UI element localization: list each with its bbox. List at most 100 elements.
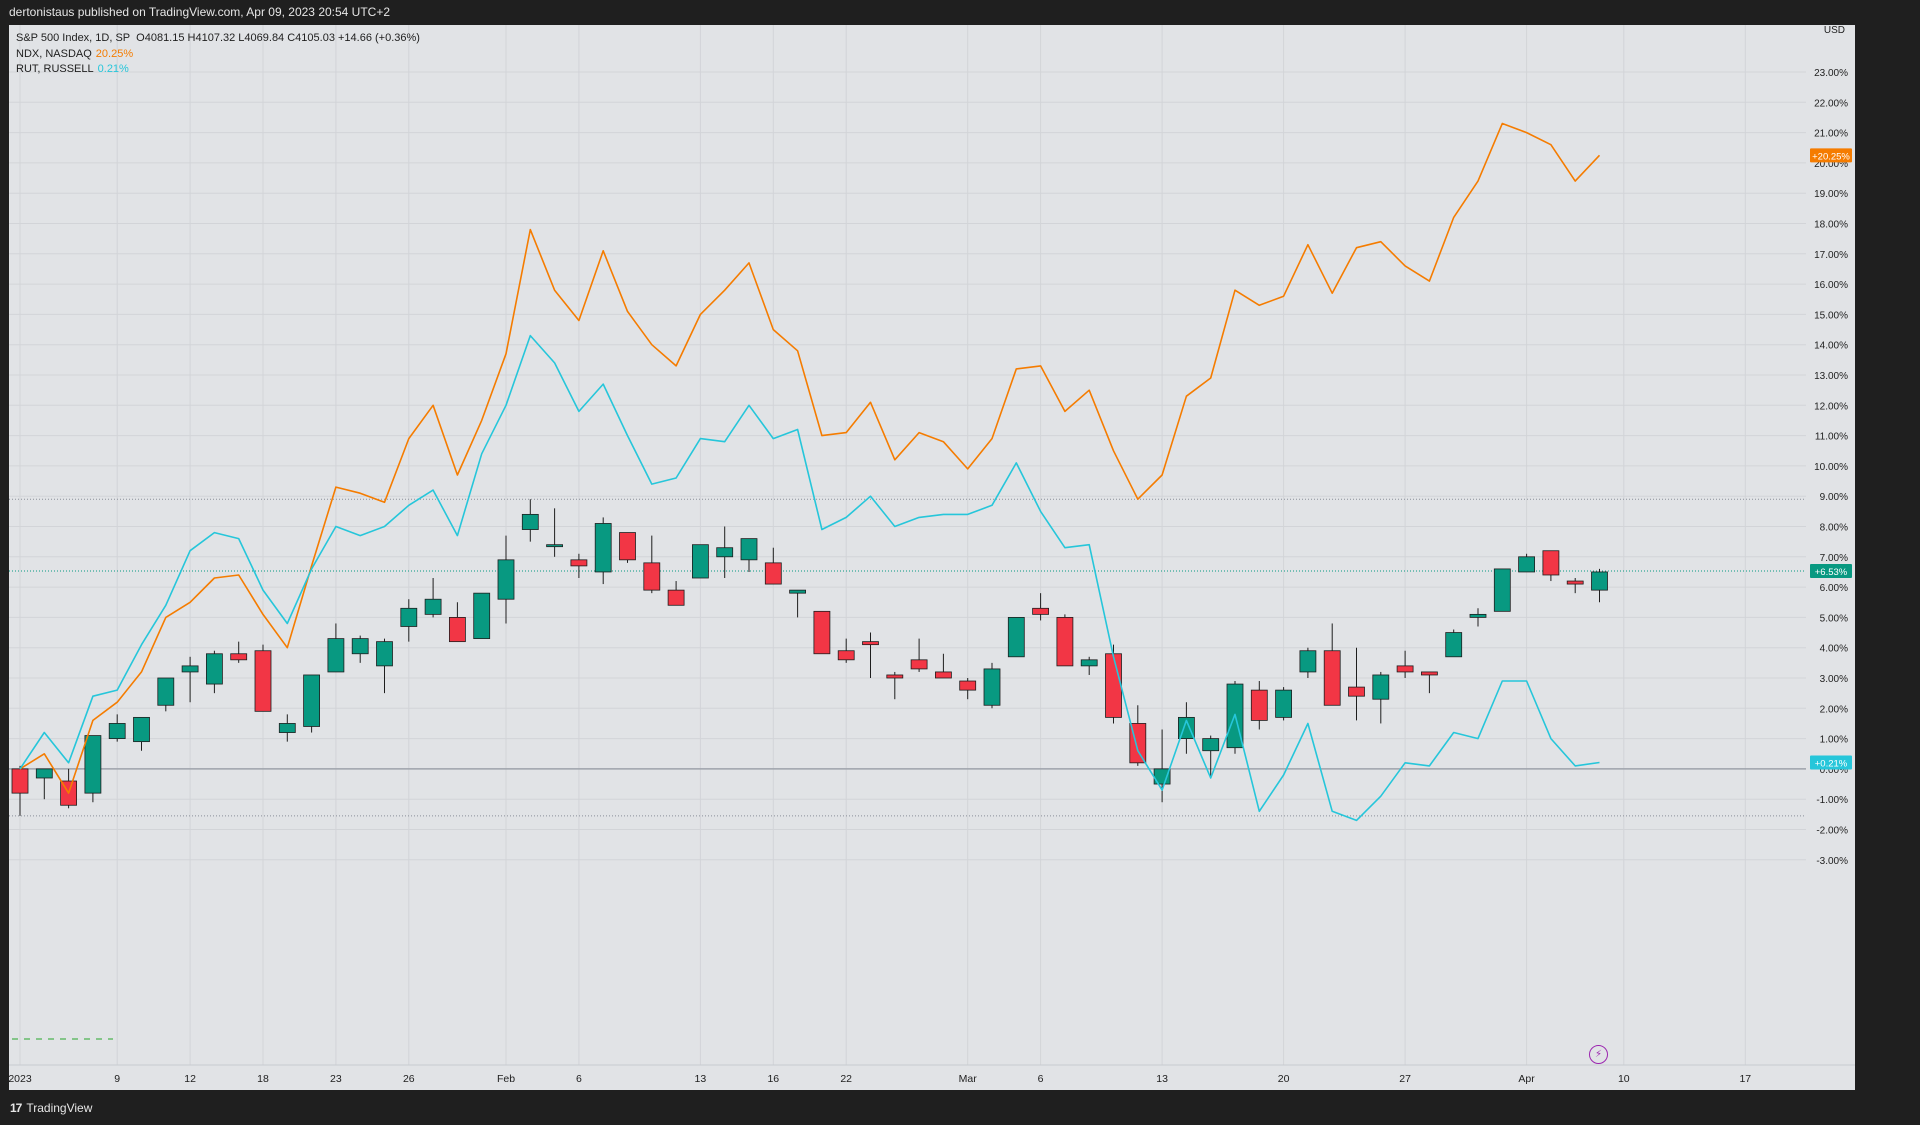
publisher-text: dertonistaus published on TradingView.co… — [9, 5, 391, 19]
candle[interactable] — [1493, 568, 1511, 612]
candle[interactable] — [594, 523, 612, 573]
last-price-label: +0.21% — [1815, 759, 1848, 770]
candle[interactable] — [740, 538, 758, 561]
x-tick-label: 23 — [330, 1073, 342, 1085]
candle[interactable] — [303, 674, 321, 727]
y-tick-label: 22.00% — [1814, 98, 1848, 109]
candle[interactable] — [983, 668, 1001, 706]
y-tick-label: 13.00% — [1814, 371, 1848, 382]
footer-brand: TradingView — [26, 1101, 93, 1115]
chart-area[interactable]: USD 23.00% 22.00% 21.00% 20.00% 19.00% 18.00% 1… — [9, 25, 1855, 1090]
candle[interactable] — [473, 592, 491, 640]
candle[interactable] — [1007, 617, 1025, 658]
rut-series-line[interactable] — [19, 334, 1600, 822]
candle[interactable] — [910, 659, 928, 670]
candle[interactable] — [157, 677, 175, 706]
legend-main-title: S&P 500 Index, 1D, SP — [16, 32, 131, 44]
candle[interactable] — [1299, 650, 1317, 673]
candle[interactable] — [1080, 659, 1098, 667]
candle[interactable] — [643, 562, 661, 591]
candle[interactable] — [1469, 613, 1487, 618]
candle[interactable] — [1591, 571, 1608, 591]
candle[interactable] — [376, 641, 393, 667]
candle[interactable] — [230, 653, 248, 661]
candle[interactable] — [716, 547, 734, 558]
candle[interactable] — [84, 735, 102, 794]
candle[interactable] — [1421, 671, 1438, 676]
y-tick-label: 16.00% — [1814, 280, 1848, 291]
y-tick-label: 18.00% — [1814, 220, 1848, 231]
candle[interactable] — [448, 617, 466, 643]
candle[interactable] — [764, 562, 782, 585]
price-axis[interactable] — [1806, 25, 1855, 1066]
candle[interactable] — [813, 610, 831, 655]
candle[interactable] — [789, 589, 806, 594]
candle[interactable] — [254, 650, 272, 712]
candle[interactable] — [11, 768, 29, 794]
legend-main-row[interactable]: S&P 500 Index, 1D, SP O4081.15 H4107.32 L… — [16, 31, 420, 47]
legend-ohlc: O4081.15 H4107.32 L4069.84 C4105.03 +14.… — [136, 32, 420, 44]
candle[interactable] — [497, 559, 515, 600]
tradingview-logo[interactable]: 17 TradingView — [10, 1101, 92, 1115]
x-tick-label: 2023 — [9, 1073, 32, 1085]
candle[interactable] — [1250, 689, 1268, 721]
candle[interactable] — [1348, 686, 1365, 697]
legend-rut-label: RUT, RUSSELL — [16, 63, 94, 75]
candle[interactable] — [521, 513, 539, 530]
candle[interactable] — [1202, 738, 1220, 752]
last-price-badge — [1810, 755, 1852, 770]
candle[interactable] — [837, 650, 855, 661]
candle[interactable] — [1566, 580, 1584, 585]
footer-bar: 17 TradingView — [0, 1090, 1920, 1125]
candle[interactable] — [1105, 653, 1122, 718]
candle[interactable] — [424, 598, 442, 615]
candle[interactable] — [1275, 689, 1292, 718]
x-tick-label: 13 — [1156, 1073, 1168, 1085]
candle[interactable] — [1542, 550, 1560, 576]
candle[interactable] — [351, 638, 369, 655]
legend-rut-row[interactable]: RUT, RUSSELL 0.21% — [16, 62, 420, 78]
candle[interactable] — [400, 607, 418, 627]
candle[interactable] — [1032, 607, 1049, 615]
candle[interactable] — [935, 671, 952, 679]
lightning-icon[interactable]: ⚡ — [1589, 1045, 1608, 1064]
y-tick-label: 10.00% — [1814, 462, 1848, 473]
y-tick-label: 9.00% — [1820, 492, 1848, 503]
candle[interactable] — [619, 532, 636, 561]
candle[interactable] — [1056, 617, 1074, 667]
candle[interactable] — [692, 544, 709, 579]
candle[interactable] — [1518, 556, 1535, 573]
candle[interactable] — [1372, 674, 1390, 700]
y-tick-label: 21.00% — [1814, 129, 1848, 140]
y-tick-label: 23.00% — [1814, 68, 1848, 79]
candle[interactable] — [278, 723, 296, 733]
x-tick-label: 9 — [114, 1073, 120, 1085]
candle[interactable] — [133, 716, 150, 743]
candle[interactable] — [570, 559, 588, 567]
candle[interactable] — [886, 674, 904, 679]
y-tick-label: 12.00% — [1814, 401, 1848, 412]
x-tick-label: 26 — [403, 1073, 415, 1085]
y-tick-label: 19.00% — [1814, 189, 1848, 200]
x-tick-label: Apr — [1518, 1073, 1535, 1085]
y-tick-label: -3.00% — [1816, 856, 1848, 867]
candle[interactable] — [1323, 650, 1341, 706]
candle[interactable] — [108, 723, 126, 740]
ndx-series-line[interactable] — [19, 122, 1601, 794]
legend-ndx-row[interactable]: NDX, NASDAQ 20.25% — [16, 47, 420, 63]
candle[interactable] — [667, 589, 685, 606]
last-price-badge — [1810, 564, 1852, 579]
chart-svg[interactable]: USD 23.00% 22.00% 21.00% 20.00% 19.00% 18.00% 1… — [9, 25, 1855, 1090]
candle[interactable] — [862, 641, 879, 646]
candle[interactable] — [327, 638, 345, 673]
candle[interactable] — [1396, 665, 1414, 673]
candle[interactable] — [959, 680, 977, 691]
candle[interactable] — [35, 768, 53, 779]
candle[interactable] — [1445, 632, 1463, 658]
candle[interactable] — [546, 544, 563, 548]
y-tick-label: 20.00% — [1814, 159, 1848, 170]
x-tick-label: 22 — [840, 1073, 852, 1085]
candle[interactable] — [205, 653, 223, 685]
y-tick-label: 7.00% — [1820, 553, 1848, 564]
candle[interactable] — [181, 665, 199, 673]
